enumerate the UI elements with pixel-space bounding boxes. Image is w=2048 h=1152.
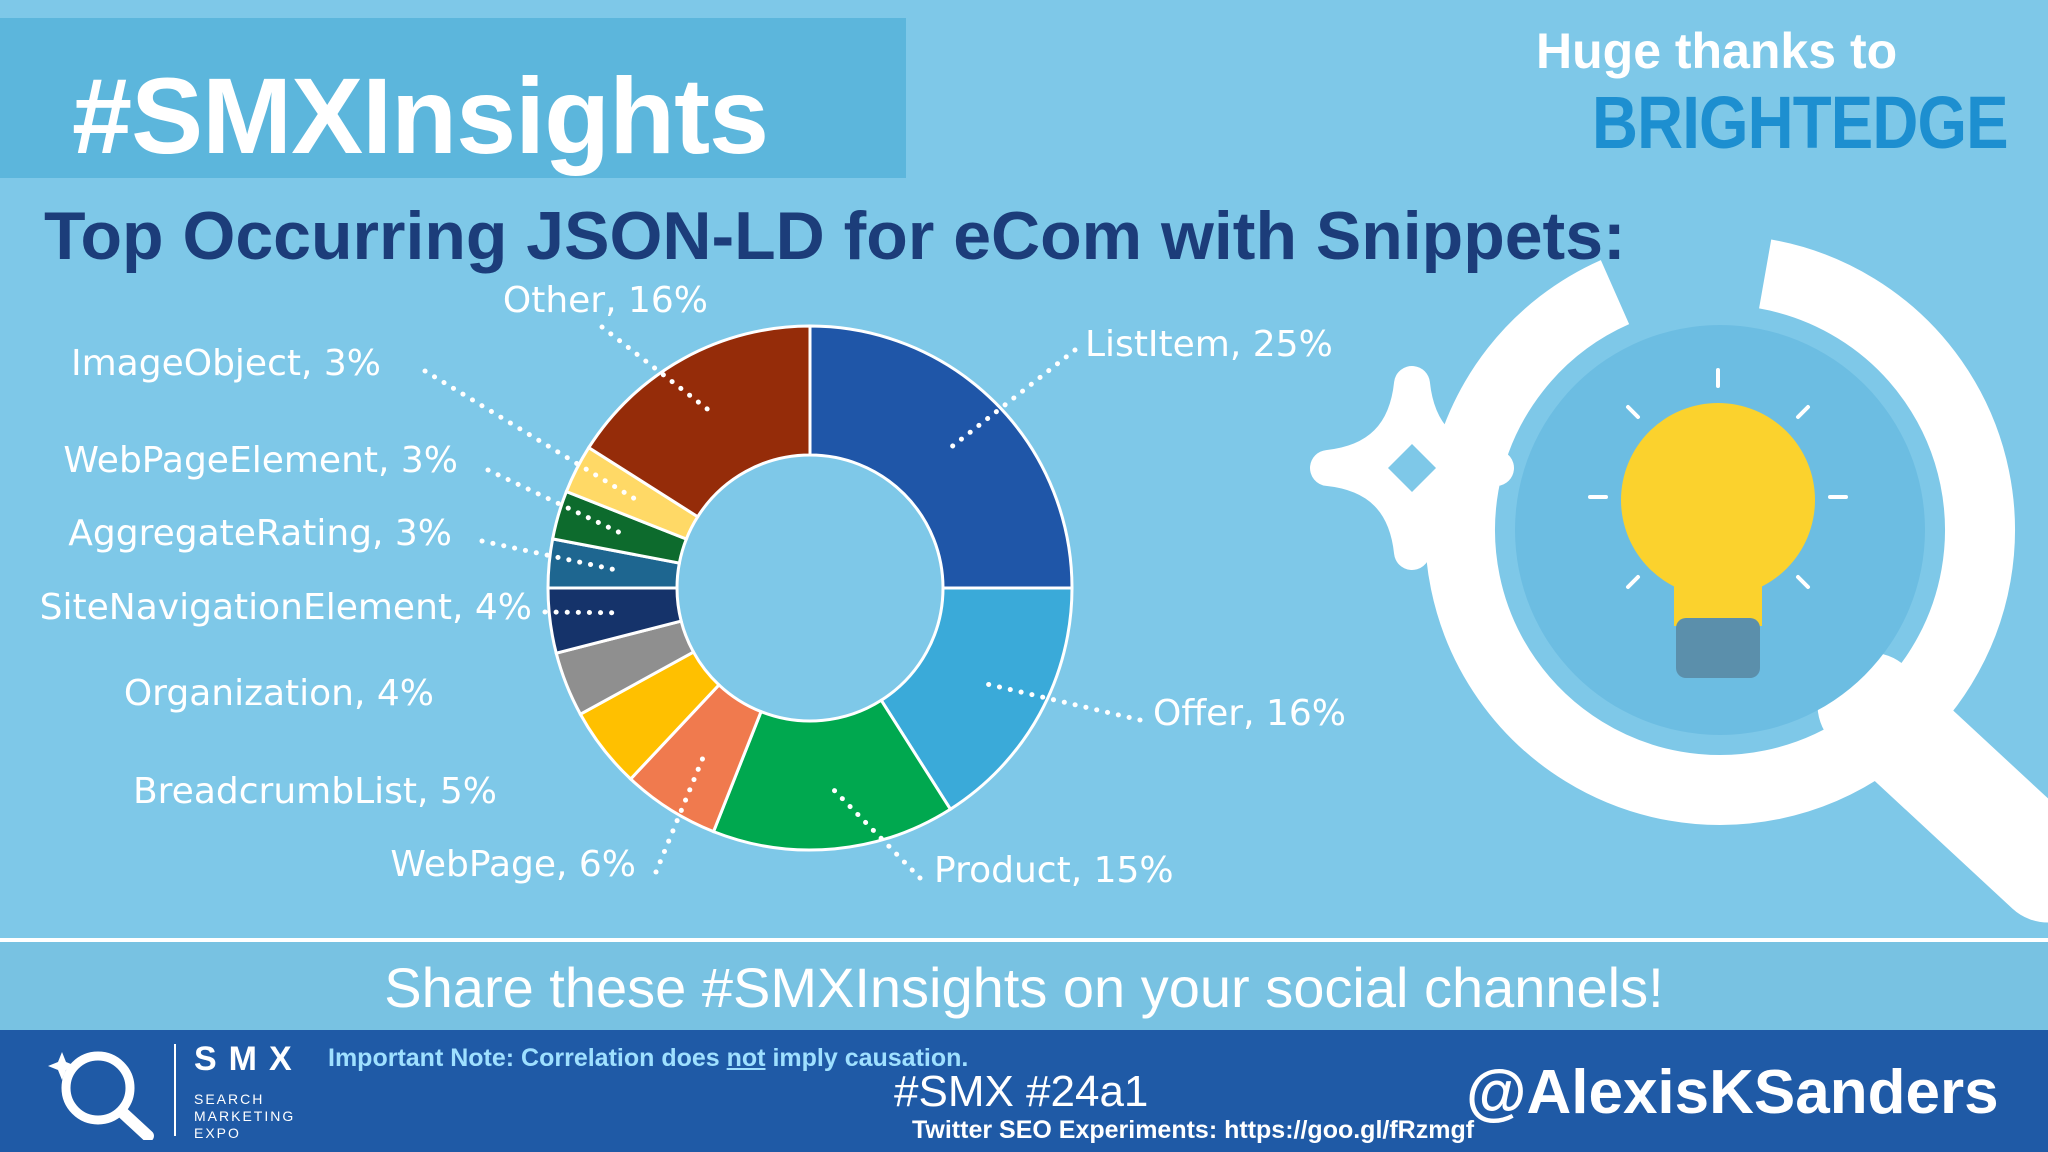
correlation-note: Important Note: Correlation does not imp… [328, 1046, 968, 1071]
footer-bar [0, 1030, 2048, 1152]
slice-label-webpage: WebPage, 6% [390, 844, 636, 885]
leader-line-offer [980, 680, 1143, 723]
sponsor-thanks-text: Huge thanks to [1536, 23, 1898, 79]
slice-label-listitem: ListItem, 25% [1085, 324, 1333, 365]
event-hashtags: #SMX #24a1 [894, 1067, 1149, 1116]
slice-label-webpageelement: WebPageElement, 3% [63, 440, 458, 481]
leader-line-webpageelement [485, 467, 623, 536]
footer-divider [174, 1044, 176, 1136]
hashtag-banner [0, 18, 906, 178]
smx-brand-sub: SEARCH [194, 1091, 265, 1107]
slice-other [586, 324, 812, 519]
correlation-note-prefix: Important Note: Correlation does [328, 1044, 727, 1072]
leader-line-other [599, 324, 718, 418]
chart-title: Top Occurring JSON-LD for eCom with Snip… [44, 198, 1626, 274]
smx-brand-sub: EXPO [194, 1125, 241, 1141]
slice-label-aggregaterating: AggregateRating, 3% [68, 513, 452, 554]
slice-label-imageobject: ImageObject, 3% [71, 343, 381, 384]
slice-label-organization: Organization, 4% [124, 673, 434, 714]
chart-slices [546, 324, 1074, 852]
leader-line-sitenavigationelement [542, 609, 617, 616]
slice-label-sitenavigationelement: SiteNavigationElement, 4% [40, 587, 532, 628]
share-text: Share these #SMXInsights on your social … [384, 956, 1664, 1019]
donut-chart: ListItem, 25% Offer, 16% Product, 15% WebPa… [40, 280, 1346, 891]
leader-line-imageobject [422, 368, 637, 501]
sparkle-icon [1310, 366, 1514, 570]
sponsor-logo: BRIGHTEDGE [1592, 81, 2009, 164]
leader-line-aggregaterating [479, 538, 616, 572]
slice-offer [879, 586, 1074, 812]
smx-brand: SMX [194, 1040, 304, 1078]
leader-line-product [826, 782, 923, 881]
chart-labels: ListItem, 25% Offer, 16% Product, 15% WebPa… [40, 280, 1346, 891]
slice-label-product: Product, 15% [934, 850, 1174, 891]
slice-label-offer: Offer, 16% [1153, 693, 1346, 734]
slice-label-breadcrumblist: BreadcrumbList, 5% [133, 771, 497, 812]
slice-product [711, 698, 953, 852]
smx-brand-sub: MARKETING [194, 1108, 296, 1124]
magnifier-lightbulb-illustration [1310, 234, 2048, 923]
slice-listitem [808, 324, 1074, 590]
hashtag-title: #SMXInsights [72, 55, 769, 176]
leader-line-webpage [653, 752, 707, 875]
donut-hole [679, 457, 941, 719]
smx-logo-icon [48, 1051, 154, 1140]
correlation-note-emphasis: not [726, 1044, 766, 1072]
experiments-link[interactable]: Twitter SEO Experiments: https://goo.gl/… [912, 1116, 1475, 1144]
correlation-note-suffix: imply causation. [765, 1044, 969, 1072]
share-band [0, 938, 2048, 1034]
twitter-handle[interactable]: @AlexisKSanders [1466, 1058, 1999, 1127]
lightbulb-icon [1588, 368, 1848, 678]
leader-line-listitem [947, 347, 1078, 451]
slice-label-other: Other, 16% [503, 280, 708, 321]
chart-leader-lines [422, 324, 1143, 881]
